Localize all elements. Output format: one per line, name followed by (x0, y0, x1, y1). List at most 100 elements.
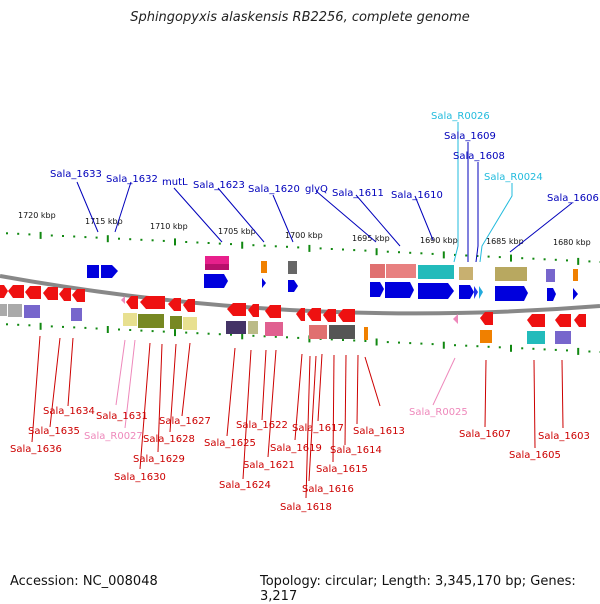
gene-arrow (385, 282, 414, 298)
inner-track-tick (454, 344, 456, 346)
inner-track-tick (465, 345, 467, 347)
outer-track-tick (342, 249, 344, 251)
label-Sala_R0027: Sala_R0027 (84, 431, 143, 442)
inner-track-tick (532, 348, 534, 350)
outer-track-tick (174, 238, 176, 245)
label-Sala_1628: Sala_1628 (143, 434, 195, 445)
label-Sala_1606: Sala_1606 (547, 193, 599, 204)
inner-track-tick (28, 324, 30, 326)
gene-arrow (288, 280, 298, 292)
gene-arrow (418, 283, 454, 299)
label-Sala_R0025: Sala_R0025 (409, 407, 468, 418)
gene-block (71, 308, 82, 321)
inner-track-tick (521, 347, 523, 349)
gene-arrow (101, 265, 118, 278)
gene-block (480, 330, 492, 343)
gene-arrow (0, 285, 8, 298)
bottom-labels: Sala_1634 Sala_1635 Sala_1636 Sala_1631 … (10, 406, 590, 513)
inner-track-tick (6, 323, 8, 325)
scale-labels: 1720 kbp 1715 kbp 1710 kbp 1705 kbp 1700… (18, 211, 591, 247)
label-Sala_1605: Sala_1605 (509, 450, 561, 461)
inner-track-tick (185, 332, 187, 334)
inner-track-tick (40, 323, 42, 330)
scale-label-1685: 1685 kbp (486, 237, 524, 246)
scale-label-1720: 1720 kbp (18, 211, 56, 220)
gene-arrow (59, 288, 71, 301)
scale-label-1705: 1705 kbp (218, 227, 256, 236)
gene-arrow (573, 288, 578, 300)
inner-track-tick (566, 349, 568, 351)
gene-block (288, 261, 297, 274)
inner-track-tick (342, 339, 344, 341)
top-labels: Sala_1633 Sala_1632 mutL Sala_1623 Sala_… (50, 111, 599, 204)
gene-block (226, 321, 246, 334)
inner-track-tick (17, 324, 19, 326)
outer-track-tick (353, 249, 355, 251)
inner-track-tick (409, 342, 411, 344)
inner-track-tick (297, 337, 299, 339)
outer-track-tick (196, 242, 198, 244)
outer-track-tick (40, 232, 42, 239)
outer-track-tick (62, 235, 64, 237)
scale-label-1690: 1690 kbp (420, 236, 458, 245)
label-Sala_1631: Sala_1631 (96, 411, 148, 422)
inner-track-tick (196, 332, 198, 334)
inner-track-tick (73, 326, 75, 328)
label-Sala_1618: Sala_1618 (280, 502, 332, 513)
inner-track-tick (398, 342, 400, 344)
gene-block (138, 314, 164, 328)
gene-arrow (459, 285, 474, 299)
gene-block (0, 304, 7, 316)
outer-track-tick (264, 245, 266, 247)
outer-track-tick (286, 246, 288, 248)
label-Sala_1611: Sala_1611 (332, 188, 384, 199)
outer-track-tick (488, 256, 490, 258)
outer-track-tick (208, 242, 210, 244)
outer-track-tick (420, 252, 422, 254)
inner-track-tick (488, 346, 490, 348)
label-glyQ: glyQ (305, 184, 328, 195)
gene-arrow (547, 288, 556, 301)
label-Sala_1630: Sala_1630 (114, 472, 166, 483)
inner-track-tick (544, 348, 546, 350)
label-Sala_1608: Sala_1608 (453, 151, 505, 162)
label-Sala_1632: Sala_1632 (106, 174, 158, 185)
outer-track-tick (499, 256, 501, 258)
outer-track-tick (140, 239, 142, 241)
gene-arrow (495, 286, 528, 301)
label-Sala_1615: Sala_1615 (316, 464, 368, 475)
label-Sala_1636: Sala_1636 (10, 444, 62, 455)
outer-track-tick (252, 244, 254, 246)
outer-track-tick (6, 232, 8, 234)
outer-track-tick (28, 233, 30, 235)
label-Sala_1610: Sala_1610 (391, 190, 443, 201)
outer-track-tick (118, 238, 120, 240)
gene-arrow (574, 314, 586, 327)
inner-track-tick (275, 336, 277, 338)
outer-track-tick (308, 245, 310, 252)
label-mutL: mutL (162, 177, 188, 188)
gene-block (329, 325, 355, 339)
inner-track-tick (588, 351, 590, 353)
gene-block (8, 304, 22, 317)
gene-block (183, 317, 197, 330)
outer-track-tick (230, 243, 232, 245)
gene-arrow (87, 265, 99, 278)
outer-track-tick (297, 246, 299, 248)
gene-arrow (527, 314, 545, 327)
outer-track-tick (555, 259, 557, 261)
gene-block (573, 269, 578, 281)
label-Sala_1620: Sala_1620 (248, 184, 300, 195)
outer-track-tick (376, 248, 378, 255)
outer-track-tick (129, 238, 131, 240)
label-Sala_1619: Sala_1619 (270, 443, 322, 454)
inner-track-tick (432, 343, 434, 345)
label-Sala_1629: Sala_1629 (133, 454, 185, 465)
inner-track-tick (555, 349, 557, 351)
outer-track-tick (96, 237, 98, 239)
outer-track-tick (275, 245, 277, 247)
inner-track-tick (163, 331, 165, 333)
outer-track-tick (364, 250, 366, 252)
label-Sala_1614: Sala_1614 (330, 445, 382, 456)
